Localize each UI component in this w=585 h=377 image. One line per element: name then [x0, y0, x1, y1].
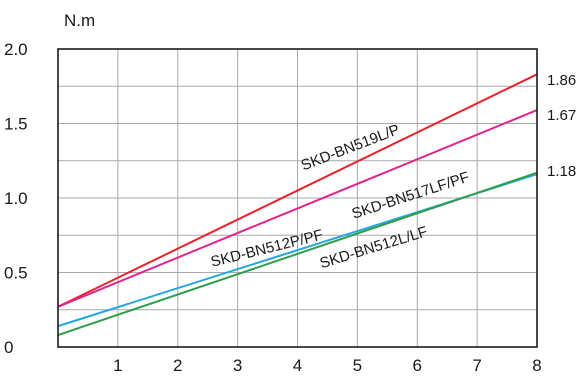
series-line	[57, 171, 538, 337]
x-tick-label: 8	[532, 356, 541, 375]
series-end-labels: 1.86 1.67 1.18	[547, 72, 576, 180]
y-axis-unit-label: N.m	[64, 11, 95, 30]
x-tick-label: 2	[173, 356, 182, 375]
series-line	[57, 109, 538, 308]
x-axis-ticks: 1 2 3 4 5 6 7 8	[113, 356, 542, 375]
y-axis-ticks: 0 0.5 1.0 1.5 2.0	[4, 40, 28, 357]
x-tick-label: 7	[472, 356, 481, 375]
x-tick-label: 4	[293, 356, 302, 375]
x-tick-label: 5	[353, 356, 362, 375]
series-line	[57, 73, 538, 308]
series-name-label: SKD-BN512L/LF	[318, 223, 430, 272]
series-end-value-label: 1.86	[547, 72, 576, 89]
x-tick-label: 3	[233, 356, 242, 375]
series-name-labels: SKD-BN519L/PSKD-BN517LF/PFSKD-BN512P/PFS…	[209, 121, 471, 272]
x-tick-label: 1	[113, 356, 122, 375]
plot-frame	[57, 48, 538, 348]
x-tick-label: 6	[413, 356, 422, 375]
y-tick-label: 1.5	[4, 115, 28, 134]
y-tick-label: 1.0	[4, 189, 28, 208]
grid	[58, 49, 537, 347]
series-end-value-label: 1.67	[547, 107, 576, 124]
y-tick-label: 0	[4, 338, 13, 357]
y-tick-label: 0.5	[4, 264, 28, 283]
y-tick-label: 2.0	[4, 40, 28, 59]
series-lines	[57, 73, 538, 337]
series-end-value-label: 1.18	[547, 163, 576, 180]
